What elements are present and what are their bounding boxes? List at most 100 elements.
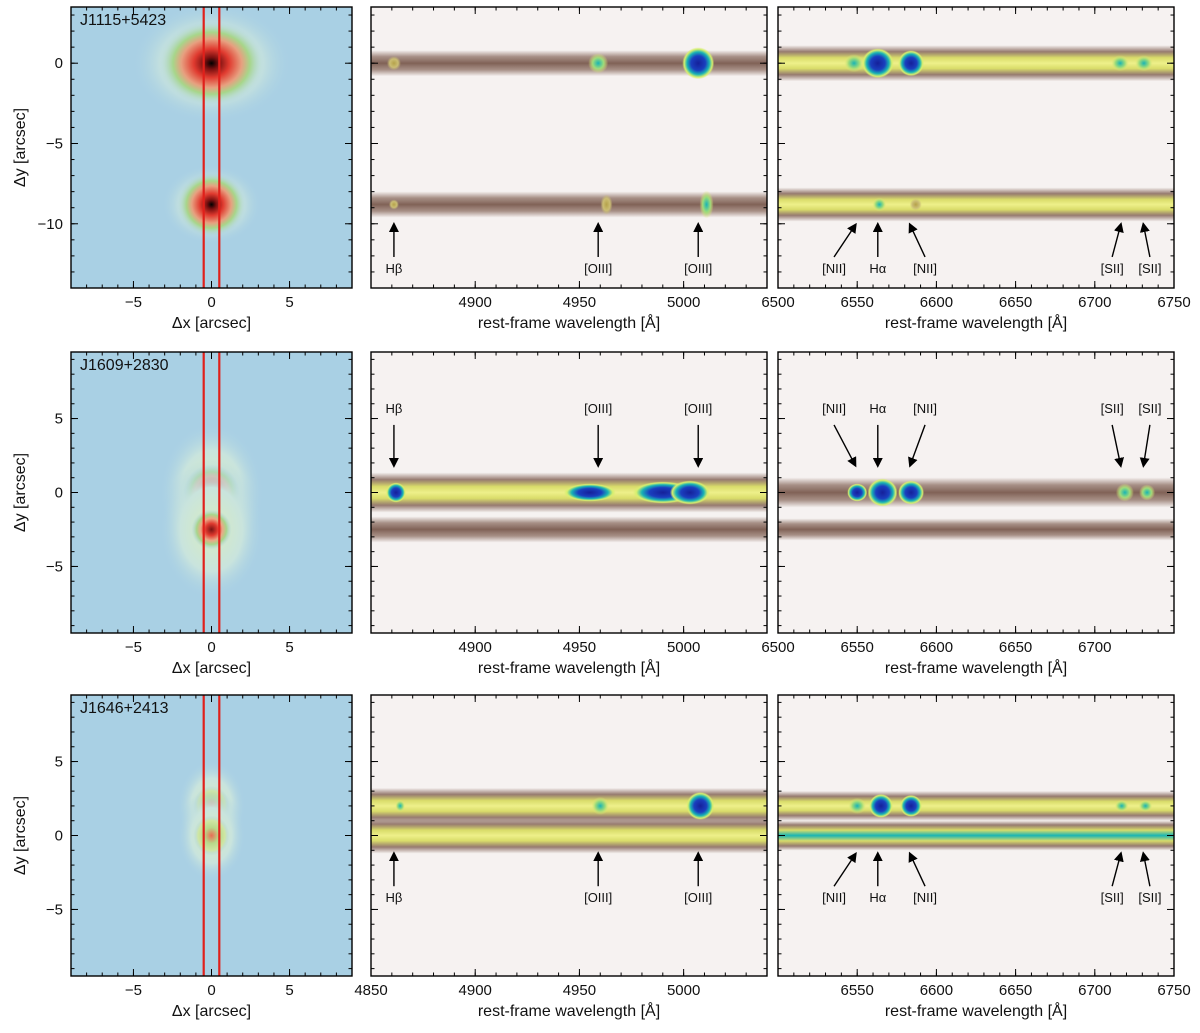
x-tick-label: 0 [207,982,215,999]
emission-line-blob [844,54,865,73]
x-tick-label: 5 [285,639,293,656]
x-axis-label: Δx [arcsec] [172,315,251,332]
emission-line-blob [1139,484,1156,501]
line-arrow [833,852,857,887]
line-label: [SII] [1101,401,1124,416]
x-tick-label: 4950 [563,639,596,656]
x-axis-label: rest-frame wavelength [Å] [885,313,1067,332]
line-arrow [1111,222,1124,258]
continuum-trace [778,187,1174,222]
continuum-trace [778,820,1174,851]
x-tick-label: 5000 [667,982,700,999]
object-name: J1115+5423 [80,12,166,29]
emission-line-blob [900,794,923,817]
spectrum-red-panel: 6500 6550 6600 6650 6700 6750 rest-frame wavel… [761,6,1191,332]
emission-line-blob [898,50,925,77]
emission-line-blob [682,47,715,80]
x-tick-label: 6600 [920,982,953,999]
x-axis-label: rest-frame wavelength [Å] [885,658,1067,677]
line-label: [NII] [913,890,937,905]
row-j1609-2830: −5 0 5 5 0 −5 J1609+2830 Δx [arcsec] Δy [arcsec]… [12,351,1175,677]
y-tick-label: 5 [55,754,63,771]
x-tick-label: 6700 [1078,639,1111,656]
image-panel: −5 0 5 5 0 −5 J1646+2413 Δx [arcsec] Δy [arcsec] [12,694,353,1020]
image-content [71,7,352,288]
axes-frame [777,6,1175,289]
x-tick-label: 6500 [761,294,794,311]
x-tick-label: −5 [125,982,142,999]
line-label: [OIII] [684,261,712,276]
line-arrow [1139,222,1151,258]
object-name: J1646+2413 [80,700,169,717]
x-axis-label: rest-frame wavelength [Å] [478,658,660,677]
emission-line-blob [1138,799,1153,812]
x-tick-label: 6600 [920,294,953,311]
image-content [71,695,352,976]
emission-line-blob [395,799,406,812]
spectrum-content [778,352,1174,633]
line-label: [NII] [822,261,846,276]
line-label: [OIII] [584,890,612,905]
emission-line-blob [867,478,898,507]
row-j1646-2413: −5 0 5 5 0 −5 J1646+2413 Δx [arcsec] Δy [arcsec]… [12,694,1191,1020]
x-tick-label: 6750 [1157,982,1190,999]
x-tick-label: 6650 [999,294,1032,311]
galaxy-core [177,172,246,237]
line-label: [NII] [822,401,846,416]
y-tick-label: 0 [55,55,63,72]
spectrum-red-panel: 6500 6550 6600 6650 6700 rest-frame wavelengt… [761,351,1175,677]
continuum-trace [778,518,1174,541]
spectrum-background [371,7,767,288]
x-tick-label: 5 [285,982,293,999]
emission-line-blob [847,483,868,502]
x-tick-label: 4950 [563,982,596,999]
spectrum-content [371,7,767,288]
x-tick-label: 5000 [667,294,700,311]
x-tick-label: 6650 [999,639,1032,656]
emission-line-blob [686,791,715,820]
x-tick-label: 6750 [1157,294,1190,311]
emission-line-blob [868,793,893,818]
emission-line-blob [588,53,609,74]
line-label: [NII] [913,261,937,276]
emission-line-blob [600,194,613,215]
y-tick-label: −5 [46,558,63,575]
line-arrow [908,222,926,258]
x-tick-label: 6650 [999,982,1032,999]
spectrum-red-panel: 6550 6600 6650 6700 6750 rest-frame wavelengt… [777,694,1191,1020]
x-axis-label: rest-frame wavelength [Å] [885,1001,1067,1020]
x-tick-label: 6550 [841,639,874,656]
y-tick-label: 0 [55,828,63,845]
line-label: Hα [869,890,886,905]
emission-line-blob [872,197,887,212]
x-tick-label: 6700 [1078,294,1111,311]
spectrum-blue-panel: 4900 4950 5000 rest-frame wavelength [Å] Hβ [… [370,6,768,332]
continuum-trace [778,45,1174,82]
line-label: Hβ [385,890,402,905]
emission-line-blob [861,48,894,79]
row-j1115-5423: −5 0 5 0 −5 −10 J1115+5423 Δx [arcsec] Δy [arcse… [12,6,1191,332]
x-tick-label: 5 [285,294,293,311]
line-label: [NII] [913,401,937,416]
x-tick-label: 4900 [459,639,492,656]
line-label: [OIII] [584,261,612,276]
line-arrow [1111,851,1124,887]
emission-line-blob [898,480,925,505]
spectrum-content [371,352,767,633]
galaxy-core [159,21,264,106]
galaxy-core [193,815,230,856]
line-arrow [908,424,926,468]
line-label: [SII] [1101,261,1124,276]
galaxy-core [191,509,232,550]
x-tick-label: 6550 [841,294,874,311]
line-label: Hβ [385,401,402,416]
line-label: [SII] [1101,890,1124,905]
emission-line-blob [386,56,401,71]
y-axis-label: Δy [arcsec] [12,796,29,875]
line-arrow [833,424,857,468]
emission-line-blob [909,198,922,211]
line-label: [SII] [1138,890,1161,905]
x-tick-label: −5 [125,294,142,311]
x-tick-label: 6600 [920,639,953,656]
